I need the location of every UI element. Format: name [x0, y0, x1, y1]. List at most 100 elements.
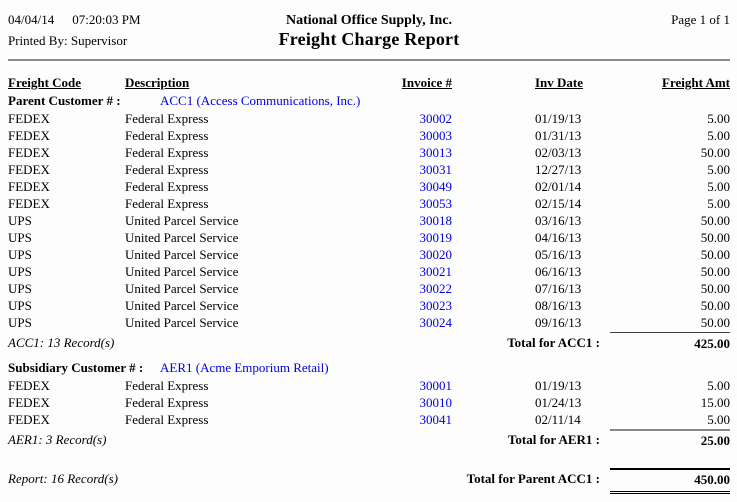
invoice-link[interactable]: 30031	[419, 162, 453, 177]
inv-date-cell: 08/16/13	[535, 298, 582, 313]
table-row: FEDEX Federal Express 30031 12/27/13 5.0…	[8, 161, 730, 178]
page-number: Page 1 of 1	[671, 12, 730, 27]
parent-customer-link[interactable]: ACC1 (Access Communications, Inc.)	[160, 93, 361, 108]
freight-amt-cell: 5.00	[707, 128, 730, 143]
freight-code-cell: FEDEX	[8, 128, 50, 143]
invoice-link[interactable]: 30041	[419, 412, 453, 427]
table-row: FEDEX Federal Express 30001 01/19/13 5.0…	[8, 377, 730, 394]
printed-by: Printed By: Supervisor	[8, 33, 128, 48]
freight-code-cell: FEDEX	[8, 162, 50, 177]
description-cell: Federal Express	[125, 412, 209, 427]
subsidiary-customer-label: Subsidiary Customer # :	[8, 360, 144, 375]
print-time: 07:20:03 PM	[72, 12, 141, 27]
table-row: UPS United Parcel Service 30018 03/16/13…	[8, 212, 730, 229]
invoice-link[interactable]: 30018	[419, 213, 453, 228]
description-cell: Federal Express	[125, 179, 209, 194]
table-row: UPS United Parcel Service 30021 06/16/13…	[8, 263, 730, 280]
subsidiary-customer-link[interactable]: AER1 (Acme Emporium Retail)	[160, 360, 329, 375]
invoice-link[interactable]: 30003	[419, 128, 453, 143]
description-cell: Federal Express	[125, 378, 209, 393]
invoice-link[interactable]: 30053	[419, 196, 453, 211]
freight-code-cell: UPS	[8, 281, 32, 296]
invoice-link[interactable]: 30013	[419, 145, 453, 160]
inv-date-cell: 02/15/14	[535, 196, 582, 211]
freight-amt-cell: 5.00	[707, 179, 730, 194]
freight-amt-cell: 50.00	[700, 281, 730, 296]
inv-date-cell: 06/16/13	[535, 264, 582, 279]
inv-date-cell: 09/16/13	[535, 315, 582, 330]
description-cell: Federal Express	[125, 196, 209, 211]
table-row: FEDEX Federal Express 30013 02/03/13 50.…	[8, 144, 730, 161]
group-total-label: Total for ACC1 :	[507, 335, 600, 350]
freight-code-cell: FEDEX	[8, 412, 50, 427]
freight-amt-cell: 5.00	[707, 111, 730, 126]
description-cell: United Parcel Service	[125, 213, 239, 228]
freight-code-cell: FEDEX	[8, 395, 50, 410]
description-cell: United Parcel Service	[125, 281, 239, 296]
inv-date-cell: 02/01/14	[535, 179, 582, 194]
table-row: UPS United Parcel Service 30019 04/16/13…	[8, 229, 730, 246]
description-cell: Federal Express	[125, 162, 209, 177]
freight-code-cell: UPS	[8, 230, 32, 245]
description-cell: United Parcel Service	[125, 298, 239, 313]
freight-amt-cell: 5.00	[707, 378, 730, 393]
parent-customer-label: Parent Customer # :	[8, 93, 121, 108]
inv-date-cell: 01/24/13	[535, 395, 582, 410]
invoice-link[interactable]: 30019	[419, 230, 453, 245]
freight-code-cell: UPS	[8, 213, 32, 228]
table-row: UPS United Parcel Service 30023 08/16/13…	[8, 297, 730, 314]
freight-amt-cell: 50.00	[700, 298, 730, 313]
description-cell: Federal Express	[125, 128, 209, 143]
inv-date-cell: 12/27/13	[535, 162, 582, 177]
col-header-inv-date: Inv Date	[535, 75, 584, 90]
page-header-row-2: Printed By: Supervisor Freight Charge Re…	[8, 29, 730, 50]
invoice-link[interactable]: 30021	[419, 264, 453, 279]
col-header-freight-code: Freight Code	[8, 75, 82, 90]
col-header-description: Description	[125, 75, 190, 90]
table-row: FEDEX Federal Express 30003 01/31/13 5.0…	[8, 127, 730, 144]
freight-code-cell: FEDEX	[8, 179, 50, 194]
table-row: FEDEX Federal Express 30002 01/19/13 5.0…	[8, 110, 730, 127]
freight-amt-cell: 50.00	[700, 145, 730, 160]
description-cell: Federal Express	[125, 395, 209, 410]
freight-code-cell: FEDEX	[8, 196, 50, 211]
subsidiary-customer-header: Subsidiary Customer # : AER1 (Acme Empor…	[8, 359, 730, 377]
invoice-link[interactable]: 30001	[419, 378, 453, 393]
invoice-link[interactable]: 30002	[419, 111, 453, 126]
freight-code-cell: FEDEX	[8, 145, 50, 160]
description-cell: United Parcel Service	[125, 315, 239, 330]
inv-date-cell: 03/16/13	[535, 213, 582, 228]
freight-amt-cell: 15.00	[700, 395, 730, 410]
invoice-link[interactable]: 30049	[419, 179, 453, 194]
description-cell: United Parcel Service	[125, 230, 239, 245]
table-row: FEDEX Federal Express 30010 01/24/13 15.…	[8, 394, 730, 411]
invoice-link[interactable]: 30020	[419, 247, 453, 262]
grand-total-amount: 450.00	[610, 468, 730, 494]
freight-amt-cell: 50.00	[700, 264, 730, 279]
company-name: National Office Supply, Inc.	[285, 13, 453, 28]
freight-code-cell: FEDEX	[8, 111, 50, 126]
table-row: FEDEX Federal Express 30053 02/15/14 5.0…	[8, 195, 730, 212]
page-title: Freight Charge Report	[278, 29, 460, 49]
group-footer-acc1: ACC1: 13 Record(s) Total for ACC1 : 425.…	[8, 332, 730, 352]
freight-code-cell: UPS	[8, 315, 32, 330]
page-header-row-1: 04/04/14 07:20:03 PM National Office Supp…	[8, 12, 730, 29]
freight-code-cell: UPS	[8, 247, 32, 262]
group-footer-aer1: AER1: 3 Record(s) Total for AER1 : 25.00	[8, 429, 730, 449]
parent-customer-header: Parent Customer # : ACC1 (Access Communi…	[8, 92, 730, 110]
invoice-link[interactable]: 30024	[419, 315, 453, 330]
print-date: 04/04/14	[8, 12, 55, 27]
table-row: FEDEX Federal Express 30041 02/11/14 5.0…	[8, 411, 730, 428]
inv-date-cell: 01/19/13	[535, 378, 582, 393]
invoice-link[interactable]: 30010	[419, 395, 453, 410]
table-row: UPS United Parcel Service 30022 07/16/13…	[8, 280, 730, 297]
freight-amt-cell: 50.00	[700, 315, 730, 330]
table-row: UPS United Parcel Service 30020 05/16/13…	[8, 246, 730, 263]
inv-date-cell: 01/19/13	[535, 111, 582, 126]
invoice-link[interactable]: 30022	[419, 281, 453, 296]
invoice-link[interactable]: 30023	[419, 298, 453, 313]
freight-code-cell: UPS	[8, 264, 32, 279]
freight-amt-cell: 5.00	[707, 196, 730, 211]
report-footer: Report: 16 Record(s) Total for Parent AC…	[8, 468, 730, 494]
